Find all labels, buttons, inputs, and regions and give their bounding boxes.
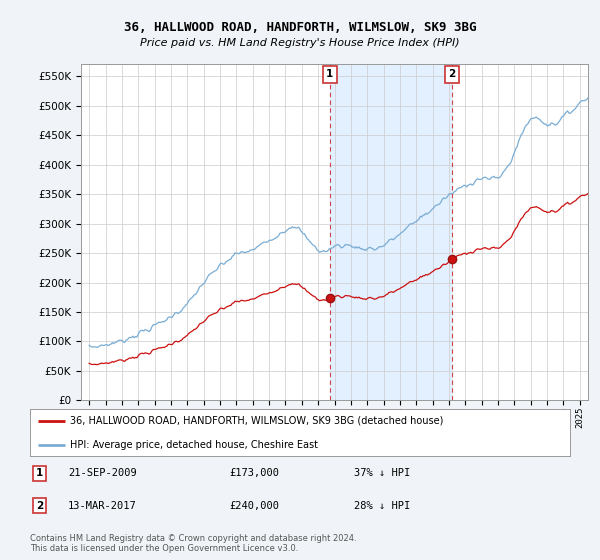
Text: 36, HALLWOOD ROAD, HANDFORTH, WILMSLOW, SK9 3BG (detached house): 36, HALLWOOD ROAD, HANDFORTH, WILMSLOW, … [71, 416, 444, 426]
Text: 28% ↓ HPI: 28% ↓ HPI [354, 501, 410, 511]
Text: 21-SEP-2009: 21-SEP-2009 [68, 468, 137, 478]
Text: Price paid vs. HM Land Registry's House Price Index (HPI): Price paid vs. HM Land Registry's House … [140, 38, 460, 48]
Text: £173,000: £173,000 [230, 468, 280, 478]
Text: £240,000: £240,000 [230, 501, 280, 511]
Text: 37% ↓ HPI: 37% ↓ HPI [354, 468, 410, 478]
Text: 36, HALLWOOD ROAD, HANDFORTH, WILMSLOW, SK9 3BG: 36, HALLWOOD ROAD, HANDFORTH, WILMSLOW, … [124, 21, 476, 34]
Text: Contains HM Land Registry data © Crown copyright and database right 2024.
This d: Contains HM Land Registry data © Crown c… [30, 534, 356, 553]
Text: 1: 1 [36, 468, 43, 478]
Text: 2: 2 [36, 501, 43, 511]
Text: 1: 1 [326, 69, 334, 80]
Bar [330, 64, 452, 400]
Text: HPI: Average price, detached house, Cheshire East: HPI: Average price, detached house, Ches… [71, 440, 319, 450]
Text: 13-MAR-2017: 13-MAR-2017 [68, 501, 137, 511]
Text: 2: 2 [448, 69, 456, 80]
